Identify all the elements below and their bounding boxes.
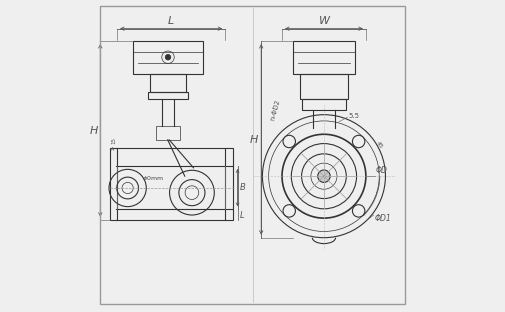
Text: 15: 15 (111, 137, 116, 144)
Bar (299, 74, 348, 100)
Bar (301, 100, 346, 110)
Bar (110, 148, 117, 220)
Bar (147, 92, 188, 100)
Bar (156, 125, 180, 140)
Text: 45: 45 (375, 140, 384, 150)
Text: B: B (240, 183, 246, 192)
Bar (150, 74, 186, 92)
Text: n-ΦD2: n-ΦD2 (269, 98, 281, 121)
Circle shape (318, 170, 330, 183)
Text: W: W (319, 16, 329, 26)
Text: $\phi$0mm: $\phi$0mm (141, 174, 163, 183)
Text: H: H (89, 125, 98, 135)
Text: L: L (168, 16, 174, 26)
Text: ΦD: ΦD (376, 166, 388, 175)
Text: 5.5: 5.5 (348, 113, 359, 119)
Bar (225, 148, 233, 220)
Text: L: L (240, 211, 245, 220)
Circle shape (165, 54, 171, 60)
Bar (133, 41, 203, 74)
Bar (293, 41, 355, 74)
Text: H: H (249, 134, 258, 144)
Text: ΦD1: ΦD1 (375, 214, 391, 223)
